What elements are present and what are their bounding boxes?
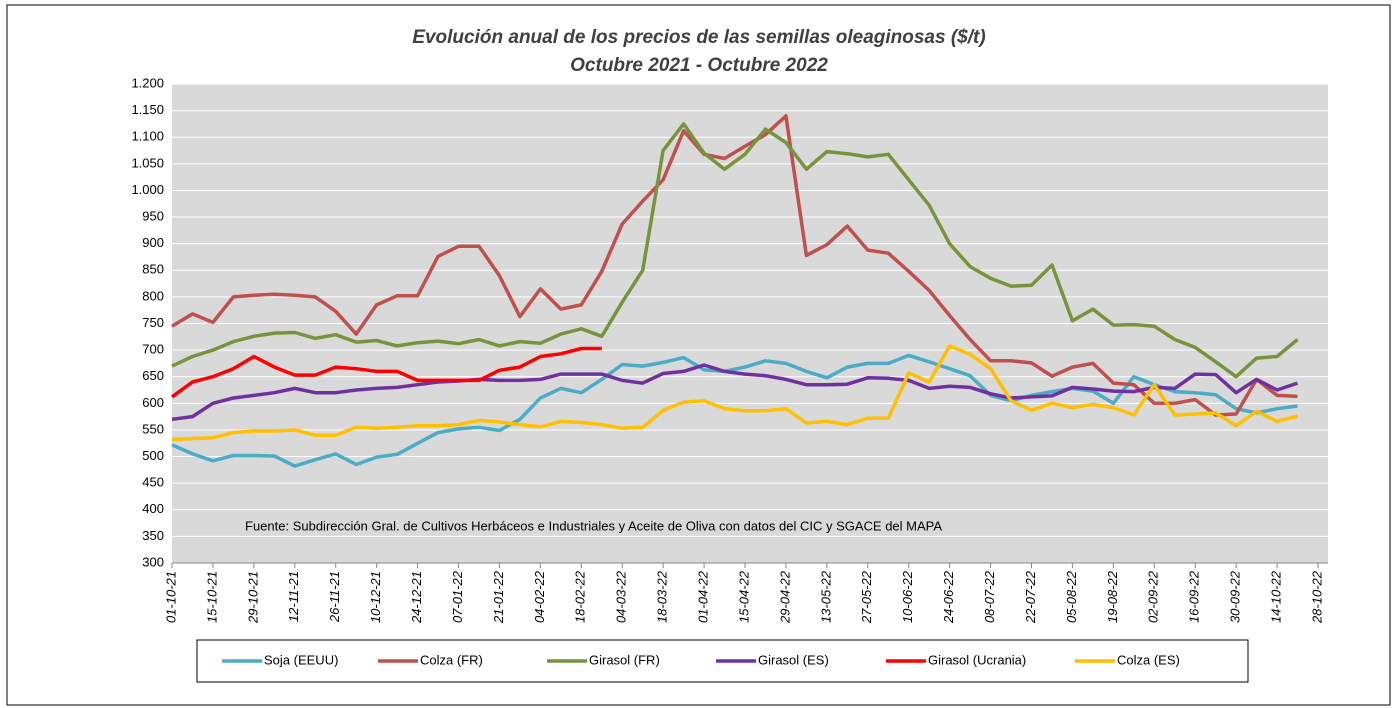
x-tick-label: 24-12-21 (409, 571, 424, 624)
x-tick-label: 08-07-22 (982, 570, 997, 623)
x-tick-label: 26-11-21 (327, 571, 342, 623)
y-tick-label: 1.050 (131, 155, 164, 170)
legend-label: Girasol (FR) (589, 652, 660, 667)
x-tick-label: 10-12-21 (368, 571, 383, 623)
series-line (171, 122, 1299, 379)
y-tick-label: 750 (142, 315, 164, 330)
chart-title: Evolución anual de los precios de las se… (412, 27, 985, 48)
x-tick-label: 01-10-21 (163, 571, 178, 623)
x-tick-label: 13-05-22 (818, 570, 833, 623)
y-tick-label: 700 (142, 342, 164, 357)
x-tick-label: 07-01-22 (450, 570, 465, 623)
y-tick-label: 800 (142, 288, 164, 303)
x-tick-label: 29-04-22 (777, 570, 792, 624)
x-tick-label: 18-02-22 (573, 570, 588, 623)
y-tick-label: 950 (142, 208, 164, 223)
series-line (171, 114, 1298, 417)
source-note: Fuente: Subdirección Gral. de Cultivos H… (245, 518, 942, 533)
x-tick-label: 15-04-22 (736, 570, 751, 623)
x-tick-label: 05-08-22 (1064, 570, 1079, 623)
y-tick-label: 1.200 (131, 75, 164, 90)
y-tick-label: 900 (142, 235, 164, 250)
series-line (171, 344, 1298, 442)
x-tick-label: 21-01-22 (491, 570, 506, 624)
y-tick-label: 650 (142, 368, 164, 383)
chart-subtitle: Octubre 2021 - Octubre 2022 (570, 55, 828, 76)
x-tick-label: 30-09-22 (1228, 570, 1243, 623)
y-tick-label: 400 (142, 501, 164, 516)
y-tick-label: 450 (142, 475, 164, 490)
series-line (170, 346, 602, 399)
x-tick-label: 12-11-21 (286, 571, 301, 622)
legend-label: Girasol (ES) (758, 652, 829, 667)
y-tick-label: 850 (142, 262, 164, 277)
x-tick-label: 15-10-21 (204, 571, 219, 623)
x-tick-label: 29-10-21 (245, 571, 260, 624)
y-tick-label: 1.000 (131, 182, 164, 197)
y-tick-label: 500 (142, 448, 164, 463)
x-tick-label: 19-08-22 (1105, 570, 1120, 623)
x-tick-label: 04-03-22 (614, 570, 629, 623)
y-tick-label: 550 (142, 421, 164, 436)
legend-label: Colza (ES) (1117, 652, 1180, 667)
x-tick-label: 02-09-22 (1146, 570, 1161, 623)
x-tick-label: 24-06-22 (941, 570, 956, 624)
x-tick-label: 10-06-22 (900, 570, 915, 623)
series-line (171, 363, 1299, 422)
x-tick-label: 16-09-22 (1187, 570, 1202, 623)
y-tick-label: 300 (142, 554, 164, 569)
x-tick-label: 18-03-22 (655, 570, 670, 623)
legend-label: Colza (FR) (420, 652, 483, 667)
x-tick-label: 27-05-22 (859, 570, 874, 624)
x-tick-label: 04-02-22 (532, 570, 547, 623)
series-line (171, 353, 1298, 468)
x-tick-label: 28-10-22 (1309, 570, 1324, 624)
x-tick-label: 22-07-22 (1023, 570, 1038, 624)
x-tick-label: 01-04-22 (696, 570, 711, 623)
y-tick-label: 350 (142, 528, 164, 543)
y-tick-label: 1.100 (131, 129, 164, 144)
y-tick-label: 1.150 (131, 102, 164, 117)
x-tick-label: 14-10-22 (1269, 570, 1284, 623)
y-tick-label: 600 (142, 395, 164, 410)
legend-label: Girasol (Ucrania) (928, 652, 1026, 667)
legend-label: Soja (EEUU) (264, 652, 338, 667)
